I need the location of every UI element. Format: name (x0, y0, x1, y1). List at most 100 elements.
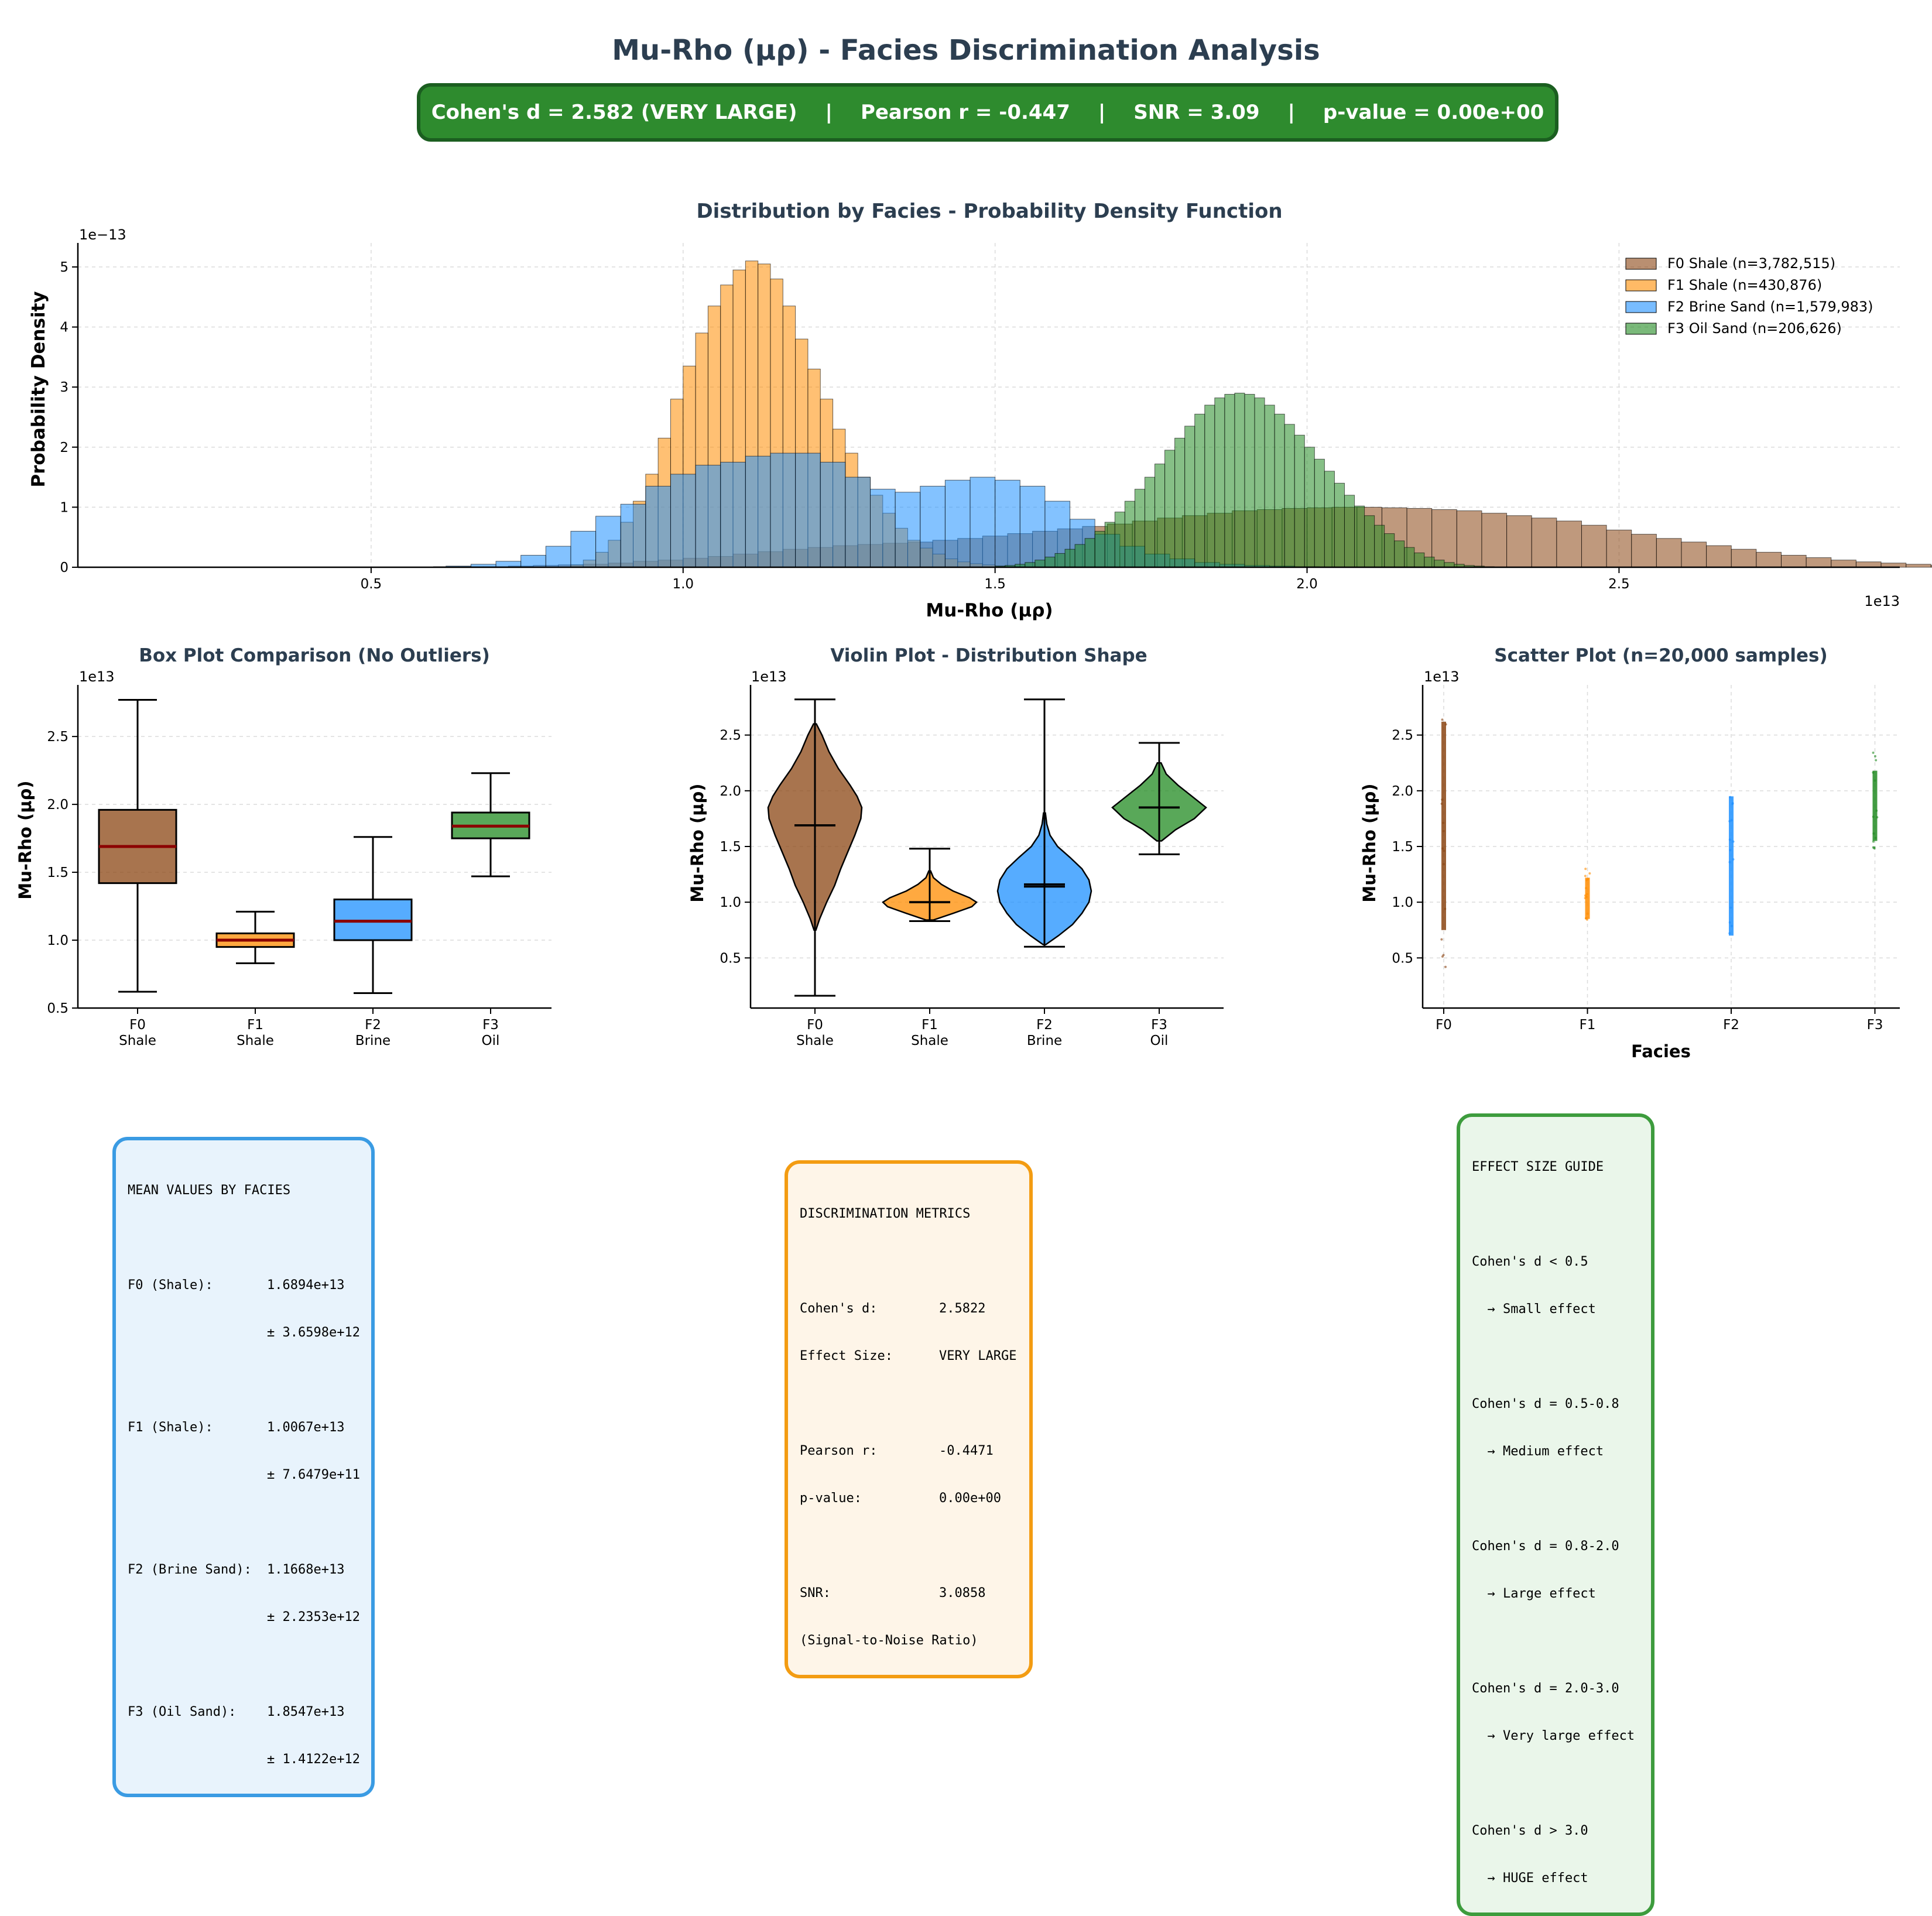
boxplot-y-tick-label: 1.0 (47, 933, 68, 948)
histogram-bar-f3 (1234, 392, 1245, 568)
scatter-point (1442, 954, 1445, 957)
histogram-panel: Distribution by Facies - Probability Den… (28, 200, 1932, 621)
guide-rule: Cohen's d = 0.8-2.0 (1472, 1539, 1619, 1554)
mean-std: ± 1.4122e+12 (267, 1752, 360, 1767)
boxplot-boxes (98, 699, 530, 994)
mean-label: F1 (Shale): (128, 1420, 213, 1435)
histogram-bar-f3 (1094, 530, 1105, 568)
boxplot-x-category-label: F3 (482, 1017, 499, 1033)
histogram-x-tick-label: 1.5 (984, 577, 1006, 592)
scatter-point (1730, 924, 1733, 927)
boxplot-y-tick-label: 2.5 (47, 729, 68, 745)
boxplot-x-category-label: F0 (129, 1017, 146, 1033)
mean-value: 1.6894e+13 (267, 1278, 345, 1293)
boxplot-x-category-label: Brine (355, 1033, 390, 1048)
scatter-point (1584, 875, 1587, 878)
legend-label-f0: F0 Shale (n=3,782,515) (1667, 255, 1835, 272)
scatter-point (1872, 840, 1875, 843)
guide-effect: → Medium effect (1472, 1444, 1604, 1459)
banner-pearson-r: Pearson r = -0.447 (860, 101, 1070, 124)
histogram-bar-f2 (745, 455, 771, 568)
boxplot-y-tick-label: 2.0 (47, 797, 68, 813)
histogram-bar-f0 (1731, 549, 1757, 568)
scatter-point (1876, 816, 1879, 819)
histogram-bar-f3 (1274, 413, 1285, 568)
metric-value: 2.5822 (939, 1301, 986, 1316)
histogram-bar-f3 (1334, 482, 1345, 568)
histogram-bar-f0 (1606, 529, 1632, 568)
histogram-legend: F0 Shale (n=3,782,515) F1 Shale (n=430,8… (1625, 255, 1873, 337)
histogram-bar-f3 (1034, 560, 1046, 568)
histogram-bar-f0 (1806, 557, 1832, 568)
histogram-bar-f0 (1831, 560, 1856, 568)
violin-x-category-label: Brine (1027, 1033, 1062, 1048)
boxplot-x-category-label: F2 (365, 1017, 381, 1033)
scatter-point (1444, 723, 1447, 726)
scatter-point (1440, 803, 1443, 806)
histogram-y-offset: 1e−13 (79, 227, 126, 243)
histogram-bar-f0 (1456, 510, 1482, 568)
histogram-bar-f3 (1384, 533, 1395, 568)
scatter-point (1586, 912, 1589, 915)
histogram-y-tick-label: 5 (60, 260, 68, 275)
legend-label-f2: F2 Brine Sand (n=1,579,983) (1667, 299, 1873, 315)
histogram-y-tick-label: 4 (60, 320, 68, 335)
violin-x-category-label: Oil (1150, 1033, 1169, 1048)
histogram-bar-f3 (1304, 447, 1315, 568)
histogram-y-tick-label: 1 (60, 500, 68, 515)
scatter-point (1729, 906, 1732, 909)
scatter-point (1585, 917, 1588, 920)
scatter-point (1875, 759, 1878, 762)
histogram-bar-f0 (1531, 517, 1557, 568)
violin-axes: 0.51.01.52.02.5F0ShaleF1ShaleF2BrineF3Oi… (720, 685, 1224, 1048)
histogram-bar-f3 (1244, 394, 1255, 568)
histogram-bar-f3 (1414, 552, 1425, 568)
histogram-bar-f3 (1074, 544, 1085, 568)
violin-y-offset: 1e13 (751, 669, 787, 685)
histogram-title: Distribution by Facies - Probability Den… (696, 200, 1282, 223)
histogram-bar-f3 (1354, 505, 1365, 568)
guide-effect: → Very large effect (1472, 1729, 1635, 1743)
scatter-point (1872, 751, 1875, 754)
histogram-bar-f2 (845, 477, 871, 568)
scatter-strip-f3 (1872, 770, 1878, 841)
histogram-x-label: Mu-Rho (μρ) (926, 600, 1053, 621)
mean-value: 1.8547e+13 (267, 1705, 345, 1719)
histogram-bar-f0 (1930, 565, 1932, 568)
histogram-bar-f2 (620, 503, 646, 568)
scatter-point (1872, 771, 1875, 774)
banner-cohens-d: Cohen's d = 2.582 (VERY LARGE) (431, 101, 797, 124)
violin-y-tick-label: 1.5 (720, 839, 741, 855)
legend-swatch-f0 (1625, 258, 1657, 270)
histogram-bar-f2 (970, 477, 996, 568)
scatter-axes: 0.5 1.0 1.5 2.0 2.5 F0 F1 F2 F3 (1392, 685, 1900, 1033)
histogram-bar-f3 (1124, 501, 1135, 568)
histogram-bar-f2 (645, 486, 671, 568)
histogram-bar-f3 (1174, 437, 1186, 568)
legend-label-f3: F3 Oil Sand (n=206,626) (1667, 320, 1842, 337)
histogram-bar-f3 (1114, 512, 1125, 568)
stats-banner: Cohen's d = 2.582 (VERY LARGE) | Pearson… (417, 83, 1558, 142)
histogram-bar-f2 (820, 461, 846, 568)
histogram-bar-f2 (495, 561, 522, 568)
scatter-point (1587, 878, 1590, 880)
histogram-bar-f3 (1214, 397, 1225, 568)
guide-effect: → Small effect (1472, 1302, 1596, 1317)
scatter-point (1584, 868, 1587, 870)
histogram-bar-f3 (1224, 394, 1235, 568)
violin-x-category-label: F0 (807, 1017, 823, 1033)
violin-y-tick-label: 1.0 (720, 895, 741, 910)
histogram-bar-f3 (1394, 540, 1405, 568)
scatter-point (1728, 921, 1731, 924)
histogram-bar-f3 (1404, 547, 1415, 568)
histogram-bar-f2 (595, 516, 621, 568)
mean-label: F2 (Brine Sand): (128, 1562, 252, 1577)
boxplot-panel: Box Plot Comparison (No Outliers) 0.5 1.0… (15, 645, 551, 1048)
page-title: Mu-Rho (μρ) - Facies Discrimination Anal… (612, 34, 1320, 67)
histogram-bar-f2 (944, 479, 971, 568)
histogram-bar-f0 (1581, 525, 1607, 568)
violin-y-tick-label: 2.0 (720, 784, 741, 799)
histogram-bar-f3 (1284, 424, 1295, 568)
histogram-bar-f2 (545, 546, 571, 568)
histogram-bar-f2 (520, 554, 546, 568)
